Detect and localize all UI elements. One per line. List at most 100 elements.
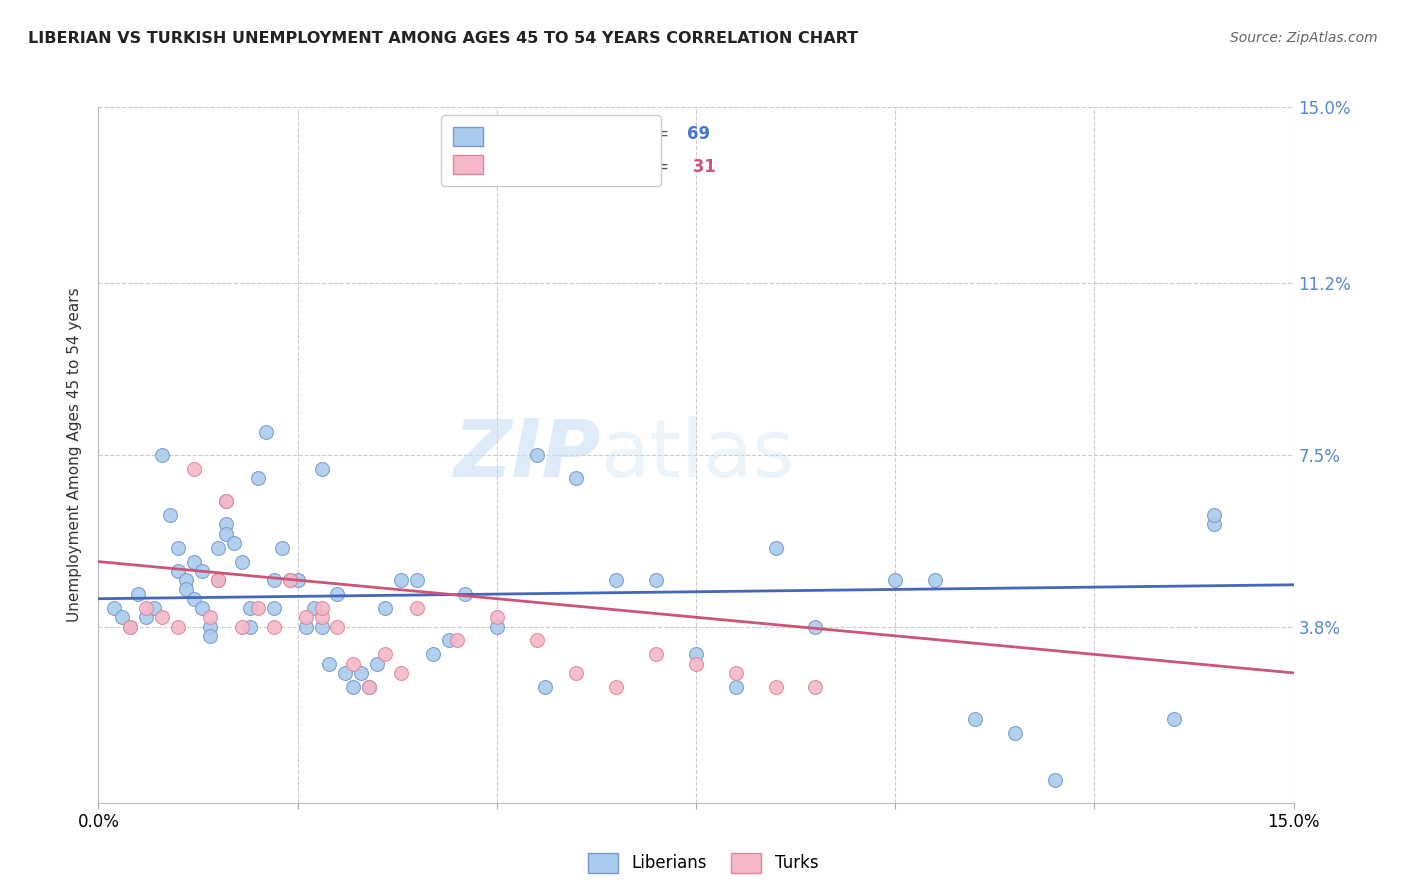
Point xyxy=(342,680,364,694)
Point xyxy=(159,508,181,523)
Point xyxy=(804,680,827,694)
Point xyxy=(406,573,429,587)
Point xyxy=(207,541,229,555)
Legend:                               ,                               : , xyxy=(441,115,661,186)
Point xyxy=(183,462,205,476)
Point xyxy=(174,573,197,587)
Point xyxy=(389,573,412,587)
Text: 69: 69 xyxy=(686,125,710,144)
Point xyxy=(239,601,262,615)
Point xyxy=(485,619,508,633)
Point xyxy=(422,648,444,662)
Y-axis label: Unemployment Among Ages 45 to 54 years: Unemployment Among Ages 45 to 54 years xyxy=(67,287,83,623)
Point xyxy=(533,680,555,694)
Point xyxy=(183,591,205,606)
Text: 31: 31 xyxy=(686,158,716,176)
Point xyxy=(167,541,190,555)
Point xyxy=(1202,517,1225,532)
Point xyxy=(167,619,190,633)
Point xyxy=(565,665,588,680)
Point xyxy=(685,648,707,662)
Point xyxy=(215,517,238,532)
Point xyxy=(150,448,173,462)
Point xyxy=(302,601,325,615)
Point xyxy=(294,610,316,624)
Point xyxy=(150,610,173,624)
Text: Source: ZipAtlas.com: Source: ZipAtlas.com xyxy=(1230,31,1378,45)
Point xyxy=(207,573,229,587)
Point xyxy=(389,665,412,680)
Point xyxy=(278,573,301,587)
Point xyxy=(127,587,149,601)
Point xyxy=(1004,726,1026,740)
Point xyxy=(239,619,262,633)
Point xyxy=(526,448,548,462)
Point xyxy=(311,601,333,615)
Point xyxy=(231,555,253,569)
Point xyxy=(326,619,349,633)
Point xyxy=(174,582,197,597)
Point xyxy=(103,601,125,615)
Text: R =: R = xyxy=(489,125,526,144)
Point xyxy=(359,680,381,694)
Point xyxy=(246,601,269,615)
Point xyxy=(111,610,134,624)
Point xyxy=(198,610,221,624)
Point xyxy=(246,471,269,485)
Point xyxy=(342,657,364,671)
Point xyxy=(724,665,747,680)
Point xyxy=(335,665,357,680)
Point xyxy=(278,573,301,587)
Point xyxy=(207,573,229,587)
Point xyxy=(263,573,285,587)
Point xyxy=(685,657,707,671)
Point xyxy=(135,601,157,615)
Text: N =: N = xyxy=(627,158,675,176)
Text: R =: R = xyxy=(489,158,526,176)
Point xyxy=(263,601,285,615)
Point xyxy=(326,587,349,601)
Point xyxy=(215,494,238,508)
Point xyxy=(143,601,166,615)
Point xyxy=(120,619,142,633)
Point xyxy=(270,541,292,555)
Point xyxy=(318,657,340,671)
Point xyxy=(374,648,396,662)
Point xyxy=(366,657,388,671)
Point xyxy=(191,564,214,578)
Point xyxy=(120,619,142,633)
Point xyxy=(446,633,468,648)
Point xyxy=(294,619,316,633)
Point xyxy=(374,601,396,615)
Point xyxy=(350,665,373,680)
Point xyxy=(526,633,548,648)
Point xyxy=(198,629,221,643)
Text: LIBERIAN VS TURKISH UNEMPLOYMENT AMONG AGES 45 TO 54 YEARS CORRELATION CHART: LIBERIAN VS TURKISH UNEMPLOYMENT AMONG A… xyxy=(28,31,858,46)
Point xyxy=(1202,508,1225,523)
Point xyxy=(287,573,309,587)
Point xyxy=(406,601,429,615)
Point xyxy=(231,619,253,633)
Point xyxy=(645,573,668,587)
Point xyxy=(765,680,787,694)
Point xyxy=(311,619,333,633)
Text: atlas: atlas xyxy=(600,416,794,494)
Point xyxy=(605,573,627,587)
Point xyxy=(215,526,238,541)
Point xyxy=(1163,712,1185,726)
Point xyxy=(485,610,508,624)
Point xyxy=(1043,772,1066,787)
Point xyxy=(311,610,333,624)
Point xyxy=(167,564,190,578)
Point xyxy=(183,555,205,569)
Text: -0.263: -0.263 xyxy=(555,158,614,176)
Point xyxy=(311,462,333,476)
Point xyxy=(804,619,827,633)
Point xyxy=(884,573,907,587)
Text: ZIP: ZIP xyxy=(453,416,600,494)
Point xyxy=(924,573,946,587)
Point xyxy=(963,712,986,726)
Point xyxy=(222,536,245,550)
Point xyxy=(254,425,277,439)
Point xyxy=(565,471,588,485)
